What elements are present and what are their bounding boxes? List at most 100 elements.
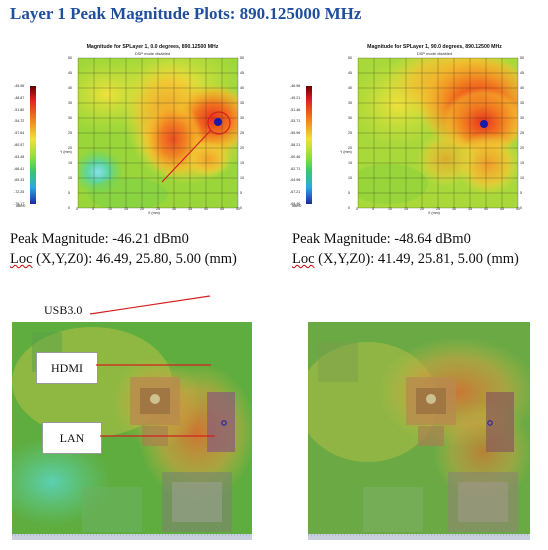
right-x-tick: 0	[356, 207, 358, 211]
left-y-ticks-right: 0 5 10 15 20 25 30 35 40 45 50	[240, 56, 250, 210]
right-y-tick: 40	[348, 86, 352, 90]
left-peak-pointer	[161, 129, 212, 183]
right-y-right-tick: 35	[520, 101, 524, 105]
right-colorbar-tick: -58.21	[290, 143, 301, 147]
left-colorbar-tick: -72.25	[14, 190, 25, 195]
right-colorbar-tick: -49.21	[290, 95, 301, 100]
left-y-right-tick: 25	[240, 131, 244, 135]
right-y-tick: 10	[348, 176, 352, 180]
left-y-right-tick: 30	[240, 116, 244, 120]
left-peak-location: Loc (X,Y,Z0): 46.49, 25.80, 5.00 (mm)	[10, 251, 237, 268]
left-y-right-tick: 15	[240, 161, 244, 165]
right-ylabel: Y (mm)	[340, 150, 352, 154]
right-colorbar	[306, 86, 312, 204]
right-peak-location: Loc (X,Y,Z0): 41.49, 25.81, 5.00 (mm)	[292, 251, 519, 268]
right-colorbar-label: dBm0	[292, 204, 302, 208]
left-y-tick: 0	[68, 206, 70, 210]
left-y-right-tick: 5	[240, 191, 242, 195]
right-colorbar-tick: -67.21	[290, 190, 301, 195]
left-plot-subtitle: DSP mode disabled	[134, 51, 171, 56]
left-peak-magnitude: Peak Magnitude: -46.21 dBm0	[10, 231, 189, 247]
left-y-right-tick: 35	[240, 101, 244, 105]
right-x-tick: 10	[388, 207, 392, 211]
right-y-tick: 30	[348, 116, 352, 120]
left-colorbar-label: dBm0	[16, 204, 26, 208]
left-colorbar-tick: -51.80	[14, 107, 25, 112]
left-x-tick: 30	[172, 207, 176, 211]
right-y-tick: 50	[348, 56, 352, 60]
right-y-right-tick: 10	[520, 176, 524, 180]
right-y-right-tick: 20	[520, 146, 524, 150]
left-y-tick: 5	[68, 191, 70, 195]
right-y-tick: 45	[348, 71, 352, 75]
right-loc-word: Loc	[292, 251, 315, 267]
left-x-tick: 45	[220, 207, 224, 211]
right-y-tick: 35	[348, 101, 352, 105]
left-y-right-tick: 20	[240, 146, 244, 150]
right-y-right-tick: 50	[520, 56, 524, 60]
left-x-tick: 10	[108, 207, 112, 211]
page-title: Layer 1 Peak Magnitude Plots: 890.125000…	[10, 4, 362, 23]
left-y-right-tick: 10	[240, 176, 244, 180]
left-heatmap	[77, 57, 239, 209]
left-x-tick: 50	[236, 207, 240, 211]
left-x-tick: 40	[204, 207, 208, 211]
right-y-ticks: 0 5 10 15 20 25 30 35 40 45 50	[348, 56, 358, 210]
lan-callout: LAN	[42, 422, 102, 454]
left-y-tick: 50	[68, 56, 72, 60]
left-colorbar-tick: -60.57	[14, 143, 25, 147]
left-colorbar-tick: -69.33	[14, 178, 25, 183]
right-plot-subtitle: DSP mode disabled	[416, 51, 453, 56]
right-colorbar-tick: -53.71	[290, 119, 301, 124]
left-x-tick: 0	[76, 207, 78, 211]
right-y-tick: 5	[348, 191, 350, 195]
lan-pointer-line	[100, 435, 215, 437]
right-x-tick: 30	[452, 207, 456, 211]
right-board-overlay	[308, 322, 530, 540]
right-colorbar-tick: -51.46	[290, 107, 301, 112]
left-plot-title: Magnitude for SPLayer 1, 0.0 degrees, 89…	[86, 44, 219, 50]
left-y-tick: 10	[68, 176, 72, 180]
left-peak-ring	[207, 111, 231, 135]
left-y-tick: 25	[68, 131, 72, 135]
left-y-right-tick: 50	[240, 56, 244, 60]
right-y-tick: 20	[348, 146, 352, 150]
left-colorbar-tick: -75.17	[14, 202, 25, 206]
right-plot-title: Magnitude for SPLayer 1, 90.0 degrees, 8…	[367, 44, 502, 50]
right-y-tick: 0	[348, 206, 350, 210]
usb-pointer-line	[89, 295, 211, 315]
left-ylabel: Y (mm)	[60, 150, 72, 154]
left-x-tick: 35	[188, 207, 192, 211]
right-y-right-tick: 0	[520, 206, 522, 210]
right-y-right-tick: 30	[520, 116, 524, 120]
left-colorbar-tick: -54.72	[14, 119, 25, 124]
left-y-ticks: 0 5 10 15 20 25 30 35 40 45 50	[68, 56, 78, 210]
left-loc-values: (X,Y,Z0): 46.49, 25.80, 5.00 (mm)	[32, 251, 237, 267]
right-colorbar-tick: -55.96	[290, 131, 301, 136]
right-xlabel: X (mm)	[428, 211, 440, 215]
left-y-right-tick: 0	[240, 206, 242, 210]
right-x-tick: 20	[420, 207, 424, 211]
left-y-tick: 30	[68, 116, 72, 120]
right-x-tick: 50	[516, 207, 520, 211]
right-colorbar-tick: -46.96	[290, 84, 301, 88]
right-colorbar-tick: -60.46	[290, 154, 301, 159]
right-heatmap	[357, 57, 519, 209]
right-x-ticks: 0 5 10 15 20 25 30 35 40 45 50	[356, 207, 520, 212]
right-x-tick: 5	[372, 207, 374, 211]
right-colorbar-tick: -62.71	[290, 166, 301, 171]
right-y-right-tick: 45	[520, 71, 524, 75]
left-colorbar-ticks: -45.96 -48.87 -51.80 -54.72 -57.64 -60.57 -63.…	[14, 84, 30, 206]
left-xlabel: X (mm)	[148, 211, 160, 215]
hdmi-pointer-line	[96, 364, 211, 366]
right-y-ticks-right: 0 5 10 15 20 25 30 35 40 45 50	[520, 56, 530, 210]
left-colorbar-tick: -57.64	[14, 131, 25, 136]
right-x-tick: 15	[404, 207, 408, 211]
left-x-tick: 15	[124, 207, 128, 211]
left-y-right-tick: 40	[240, 86, 244, 90]
left-y-tick: 45	[68, 71, 72, 75]
left-colorbar-tick: -48.87	[14, 95, 25, 100]
left-y-tick: 20	[68, 146, 72, 150]
left-loc-word: Loc	[10, 251, 33, 267]
right-x-tick: 35	[468, 207, 472, 211]
